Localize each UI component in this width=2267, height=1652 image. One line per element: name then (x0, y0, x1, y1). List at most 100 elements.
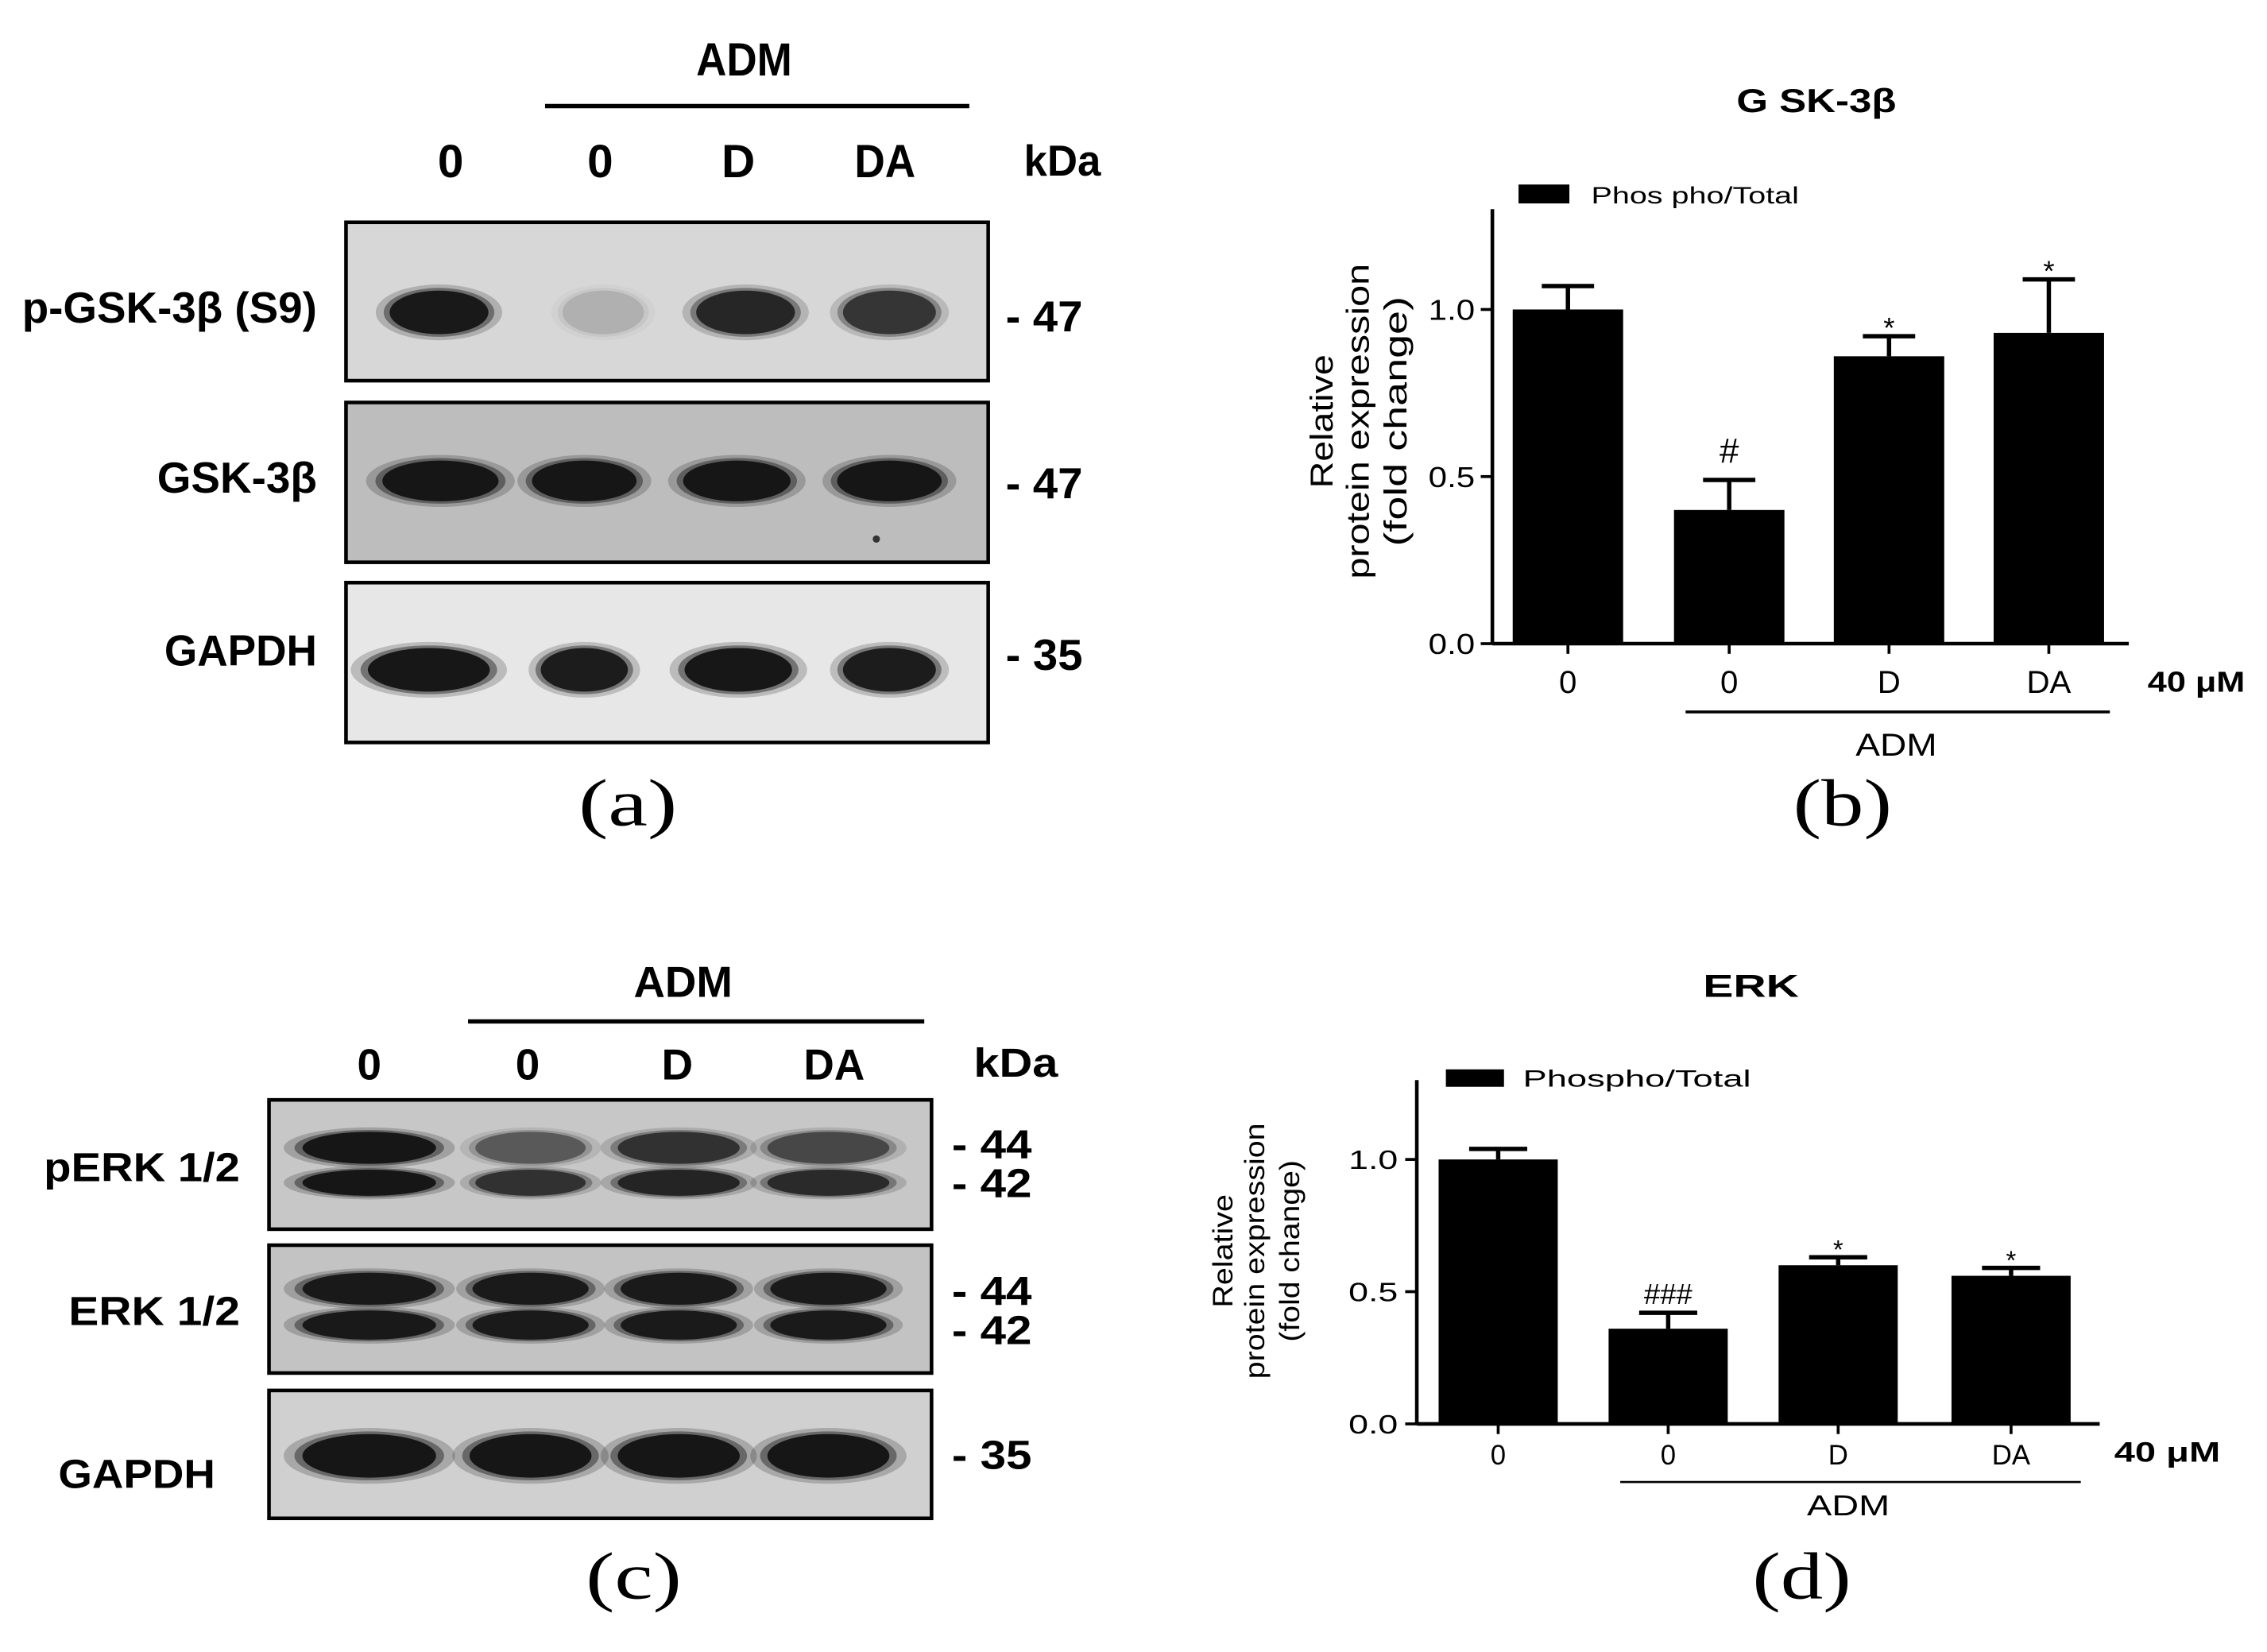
legend-swatch (1518, 184, 1570, 203)
blot-c-row-frame (267, 1388, 934, 1521)
y-tick-label: 0.5 (1429, 461, 1476, 493)
group-label: ADM (1855, 727, 1936, 763)
blot-band-layer (302, 1272, 436, 1305)
blot-band-layer (617, 1169, 740, 1196)
blot-band-layer (684, 648, 792, 692)
x-tick-label: 0 (1559, 664, 1576, 700)
blot-band (753, 1306, 903, 1344)
blot-c-row-frame (267, 1097, 934, 1232)
panel-c-label: (c) (586, 1539, 682, 1613)
blot-band (517, 455, 652, 507)
blot-band (459, 1166, 602, 1200)
blot-band-layer (472, 1310, 589, 1340)
significance-mark: * (2043, 254, 2054, 287)
x-tick-label: 0 (1661, 1441, 1676, 1471)
blot-a-mw-marker: - 47 (1006, 292, 1083, 341)
blot-band (375, 284, 503, 341)
blot-band (284, 1428, 455, 1484)
blot-band-layer (469, 1433, 592, 1478)
y-axis-label: Relative (1304, 354, 1340, 488)
blot-band (750, 1127, 907, 1169)
legend-label: Phos pho/Total (1591, 184, 1798, 209)
blot-band (753, 1268, 903, 1310)
blot-c-lane-label: D (662, 1040, 694, 1089)
x-tick-label: D (1828, 1441, 1848, 1471)
blot-band-layer (557, 288, 649, 337)
blot-a-mw-marker: - 35 (1006, 630, 1083, 679)
blot-band-layer (842, 290, 936, 335)
blot-a-row-label: p-GSK-3β (S9) (22, 283, 317, 332)
blot-band (350, 641, 507, 698)
blot-band-layer (468, 1129, 593, 1166)
y-tick-label: 0.0 (1429, 628, 1476, 660)
x-tick-label: 0 (1491, 1441, 1506, 1471)
y-tick-label: 0.0 (1348, 1410, 1398, 1439)
bar (1951, 1275, 2071, 1424)
y-tick-label: 1.0 (1348, 1145, 1398, 1174)
blot-c-mw-marker: - 35 (952, 1433, 1032, 1478)
x-tick-label: 0 (1720, 664, 1738, 700)
significance-mark: * (1883, 311, 1894, 344)
blot-band (284, 1306, 455, 1344)
blot-a-lane-label: D (721, 136, 755, 188)
blot-c-row-background (269, 1100, 932, 1229)
blot-band (456, 1268, 605, 1310)
blot-c-lane-label: 0 (357, 1040, 381, 1089)
y-axis-label: (fold change) (1378, 296, 1414, 547)
blot-band-layer (767, 1169, 890, 1196)
blot-band (750, 1428, 907, 1484)
blot-a-lane-label: 0 (587, 136, 613, 188)
panel-c-western-blot: ADM 0 0 D DA kDa pERK 1/2 ERK 1/2 GAPDH … (44, 957, 1058, 1521)
bar (1993, 332, 2104, 644)
blot-band-layer (767, 1132, 890, 1164)
blot-c-mw-unit: kDa (973, 1040, 1058, 1085)
blot-c-mw-marker: - 44 (952, 1268, 1032, 1313)
blot-band-layer (459, 1127, 602, 1169)
blot-c-group-label: ADM (633, 957, 732, 1006)
y-axis-label: (fold change) (1275, 1160, 1306, 1342)
blot-band-layer (302, 1433, 436, 1478)
blot-band (604, 1268, 753, 1310)
blot-c-row-label: pERK 1/2 (44, 1145, 240, 1190)
panel-label: (d) (1752, 1539, 1851, 1613)
blot-band (600, 1166, 757, 1200)
chart-title: ERK (1703, 968, 1799, 1004)
blot-c-lane-label: 0 (516, 1040, 540, 1089)
blot-c-row-label: GAPDH (58, 1451, 215, 1496)
blot-band-layer (770, 1310, 887, 1340)
blot-band-layer (617, 1132, 740, 1164)
blot-band-layer (540, 648, 629, 692)
blot-a-row-label: GSK-3β (157, 453, 317, 502)
blot-band-layer (767, 1433, 890, 1478)
blot-band-layer (475, 1169, 586, 1196)
concentration-label: 40 μM (2148, 665, 2246, 698)
panel-d-bar-chart: ERK Phospho/Total 0.0 0.5 1.0 Relative protein… (1209, 968, 2220, 1613)
concentration-label: 40 μM (2114, 1437, 2220, 1468)
panel-a-western-blot: ADM 0 0 D DA kDa p-GSK-3β (S9) GSK-3β GA… (22, 34, 1101, 745)
blot-band (669, 641, 807, 698)
blot-band-layer (696, 290, 795, 335)
blot-a-row-frame (344, 580, 990, 745)
blot-c-mw-marker: - 42 (952, 1161, 1032, 1206)
group-label: ADM (1807, 1489, 1890, 1522)
blot-band-layer (621, 1272, 737, 1305)
blot-c-bands (284, 1127, 907, 1484)
bar (1778, 1265, 1898, 1424)
blot-band-layer (302, 1310, 436, 1340)
blot-band (600, 1127, 757, 1169)
y-tick-label: 1.0 (1429, 294, 1476, 327)
blot-band (557, 288, 649, 337)
blot-band (284, 1127, 455, 1169)
significance-mark: # (1720, 431, 1739, 470)
blot-band (452, 1428, 609, 1484)
blot-band-layer (302, 1169, 436, 1196)
blot-band-layer (367, 648, 490, 692)
blot-a-mw-unit: kDa (1023, 136, 1101, 185)
blot-band (830, 284, 950, 341)
legend-label: Phospho/Total (1523, 1067, 1751, 1093)
blot-band (667, 455, 806, 507)
blot-band-layer (770, 1272, 887, 1305)
blot-a-lane-label: DA (854, 136, 915, 188)
blot-band (456, 1306, 605, 1344)
blot-band-layer (617, 1433, 740, 1478)
